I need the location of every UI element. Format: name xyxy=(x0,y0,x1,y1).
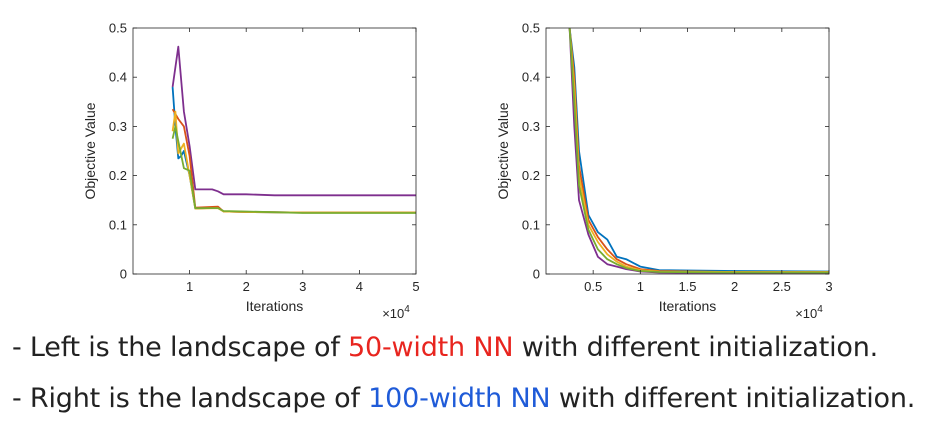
y-tick-label: 0.4 xyxy=(522,70,540,85)
series-line-yellow xyxy=(171,110,416,214)
plot-area xyxy=(568,28,829,274)
x-tick-label: 4 xyxy=(356,279,363,294)
series-line-yellow xyxy=(568,28,829,273)
caption-line-right: - Right is the landscape of 100-width NN… xyxy=(12,383,915,414)
series-line-orange xyxy=(171,108,416,214)
x-tick-label: 2 xyxy=(731,279,738,294)
x-tick-label: 2.5 xyxy=(773,279,791,294)
caption-left-highlight: 50-width NN xyxy=(348,332,514,363)
y-tick-label: 0.4 xyxy=(109,70,127,85)
axes-box xyxy=(132,27,417,275)
x-tick-label: 3 xyxy=(825,279,832,294)
y-tick-label: 0.5 xyxy=(522,21,540,36)
y-tick-label: 0 xyxy=(533,267,540,282)
series-line-blue xyxy=(568,28,829,273)
y-tick-label: 0 xyxy=(120,267,127,282)
y-tick-label: 0.2 xyxy=(109,168,127,183)
y-tick-label: 0.3 xyxy=(109,119,127,134)
x-tick-label: 3 xyxy=(299,279,306,294)
right-loss-chart: 0 0.1 0.2 0.3 0.4 0.5 0.5 1 1.5 2 2.5 3 Iterations ×1… xyxy=(495,21,833,322)
plot-area xyxy=(171,45,416,214)
y-tick-label: 0.1 xyxy=(522,217,540,232)
x-axis-label: Iterations xyxy=(659,298,717,314)
caption-right-highlight: 100-width NN xyxy=(368,383,551,414)
left-loss-chart: 0 0.1 0.2 0.3 0.4 0.5 1 2 3 4 5 Iterations ×104 Objec… xyxy=(82,21,420,322)
x-axis-multiplier: ×104 xyxy=(795,304,823,321)
x-tick-label: 0.5 xyxy=(584,279,602,294)
series-line-purple xyxy=(171,45,416,197)
caption-line-left: - Left is the landscape of 50-width NN w… xyxy=(12,332,878,363)
x-tick-label: 5 xyxy=(412,279,419,294)
x-axis-multiplier: ×104 xyxy=(382,304,410,321)
y-axis-label: Objective Value xyxy=(82,102,98,199)
caption-right-suffix: with different initialization. xyxy=(550,383,916,414)
axes-box xyxy=(545,27,830,275)
caption-left-suffix: with different initialization. xyxy=(513,332,879,363)
x-tick-label: 1 xyxy=(186,279,193,294)
series-line-orange xyxy=(568,28,829,273)
y-tick-label: 0.3 xyxy=(522,119,540,134)
x-tick-label: 2 xyxy=(243,279,250,294)
caption-left-prefix: - Left is the landscape of xyxy=(12,332,349,363)
y-tick-label: 0.2 xyxy=(522,168,540,183)
y-tick-label: 0.5 xyxy=(109,21,127,36)
series-line-blue xyxy=(171,86,416,214)
y-tick-label: 0.1 xyxy=(109,217,127,232)
series-line-purple xyxy=(568,28,829,274)
caption-right-prefix: - Right is the landscape of xyxy=(12,383,369,414)
series-line-green xyxy=(171,125,416,214)
x-axis-label: Iterations xyxy=(246,298,304,314)
x-tick-label: 1 xyxy=(637,279,644,294)
series-line-green xyxy=(568,28,829,274)
y-axis-label: Objective Value xyxy=(495,102,511,199)
x-tick-label: 1.5 xyxy=(678,279,696,294)
